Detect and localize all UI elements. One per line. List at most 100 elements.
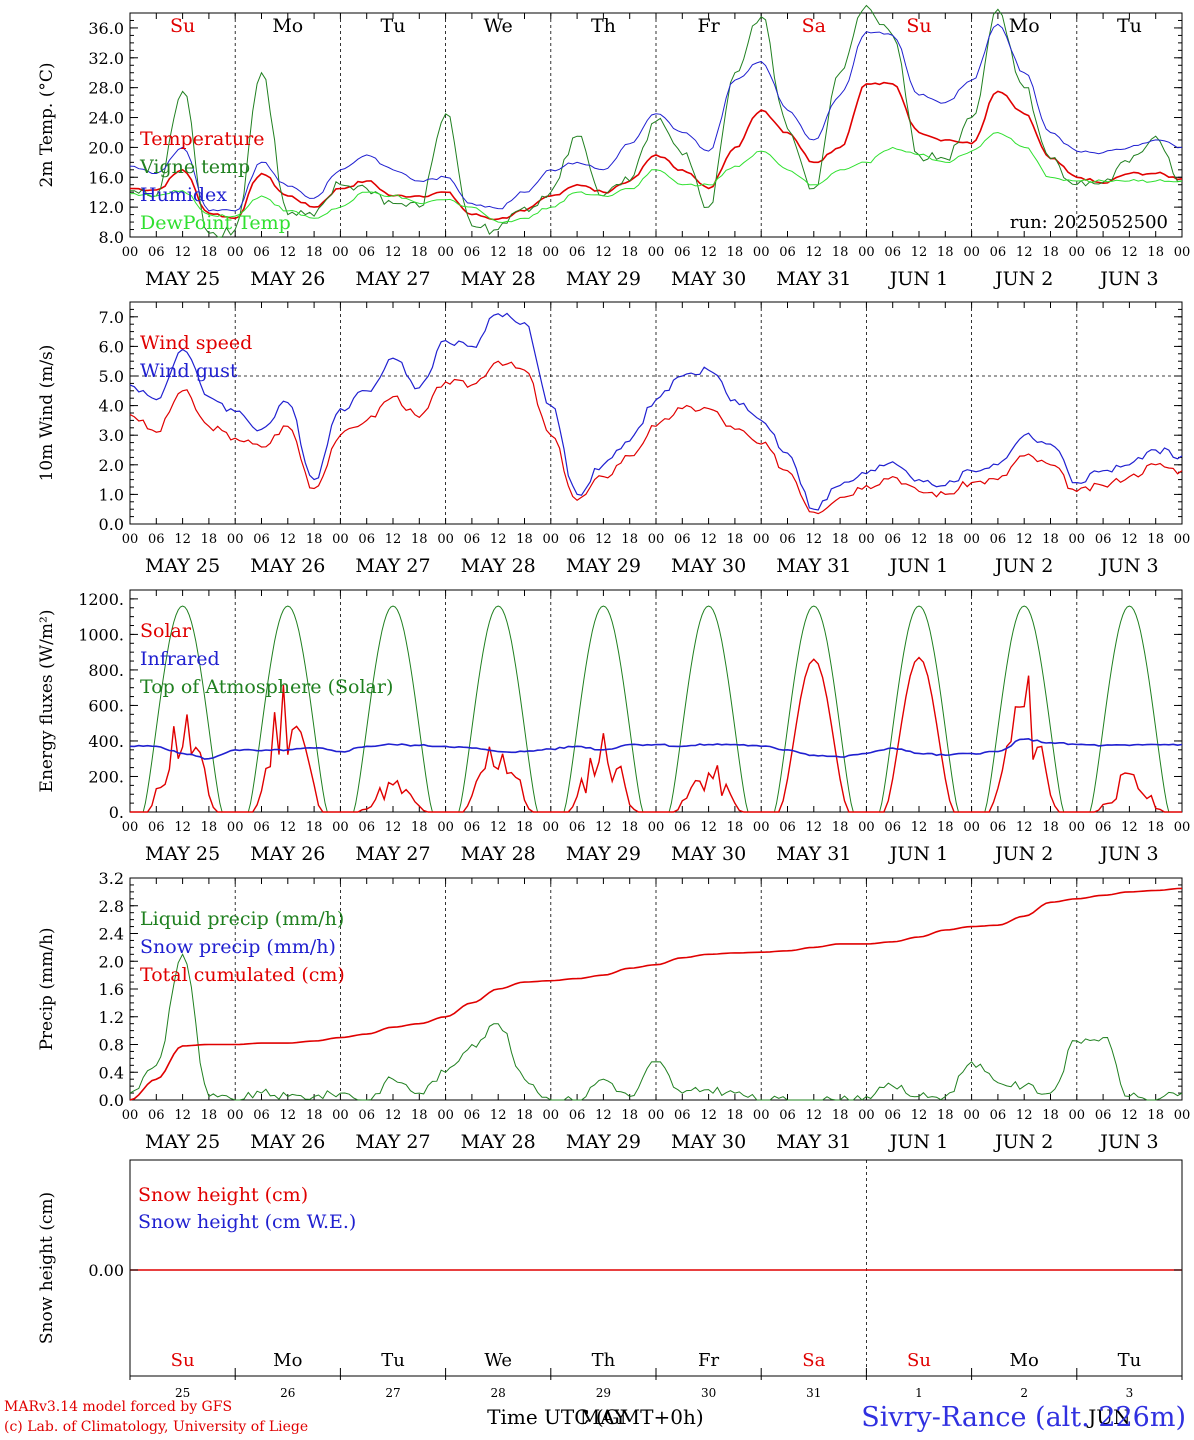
x-hour-label: 18 [621, 1108, 638, 1123]
x-date-label: MAY 30 [671, 268, 746, 290]
x-hour-label: 12 [1016, 532, 1033, 547]
panel-1: 8.0 12.0 16.0 20.0 24.0 28.0 32.0 36.0 2m Temp. … [37, 4, 1190, 290]
x-hour-label: 00 [332, 820, 349, 835]
x-date-label: MAY 30 [671, 555, 746, 577]
weekday-label: Sa [802, 1350, 825, 1371]
x-hour-label: 06 [358, 245, 375, 260]
x-hour-label: 18 [727, 1108, 744, 1123]
legend-entry: Humidex [140, 184, 227, 206]
x-hour-label: 12 [174, 820, 191, 835]
x-hour-label: 12 [280, 245, 297, 260]
x-hour-label: 00 [858, 820, 875, 835]
station-name: Sivry-Rance (alt. 226m) [861, 1402, 1186, 1433]
x-hour-label: 00 [332, 532, 349, 547]
x-date-label: MAY 28 [461, 555, 536, 577]
y-axis-label: Energy fluxes (W/m²) [37, 610, 57, 793]
x-date-label: MAY 31 [776, 1131, 851, 1153]
x-hour-label: 18 [516, 245, 533, 260]
x-hour-label: 06 [464, 245, 481, 260]
weekday-label: Mo [1009, 15, 1040, 37]
weekday-label: Mo [272, 15, 303, 37]
legend-entry: Vigne temp [139, 156, 250, 178]
x-hour-label: 12 [1121, 1108, 1138, 1123]
x-hour-label: 06 [884, 1108, 901, 1123]
x-hour-label: 18 [306, 245, 323, 260]
x-hour-label: 00 [227, 820, 244, 835]
x-hour-label: 18 [832, 245, 849, 260]
x-date-label: MAY 30 [671, 1131, 746, 1153]
weekday-label: Tu [381, 15, 406, 37]
legend-entry: Infrared [140, 648, 220, 670]
weekday-label: Mo [1010, 1350, 1039, 1371]
x-hour-label: 12 [490, 532, 507, 547]
x-hour-label: 18 [411, 820, 428, 835]
x-hour-label: 12 [595, 1108, 612, 1123]
x-date-label: JUN 3 [1098, 268, 1158, 290]
x-hour-label: 12 [595, 532, 612, 547]
x-day-number: 26 [280, 1386, 295, 1400]
x-hour-label: 06 [779, 245, 796, 260]
x-hour-label: 12 [700, 1108, 717, 1123]
x-hour-label: 18 [411, 532, 428, 547]
x-hour-label: 18 [1042, 532, 1059, 547]
x-date-label: MAY 28 [461, 268, 536, 290]
lab-credit: (c) Lab. of Climatology, University of L… [4, 1419, 309, 1435]
x-hour-label: 12 [911, 532, 928, 547]
x-hour-label: 06 [1095, 532, 1112, 547]
x-hour-label: 00 [122, 245, 139, 260]
x-hour-label: 00 [437, 532, 454, 547]
series-line-wind-gust [129, 312, 1183, 511]
panel-5: 0.00 Snow height (cm) Snow height (cm) Snow… [37, 1159, 1183, 1429]
x-date-label: MAY 26 [250, 843, 325, 865]
x-hour-label: 18 [621, 245, 638, 260]
x-hour-label: 18 [1042, 1108, 1059, 1123]
x-hour-label: 06 [148, 820, 165, 835]
x-date-label: MAY 26 [250, 1131, 325, 1153]
y-tick-label: 1000. [78, 625, 124, 644]
x-hour-label: 06 [253, 245, 270, 260]
x-hour-label: 00 [858, 1108, 875, 1123]
x-date-label: MAY 29 [566, 843, 641, 865]
x-hour-label: 06 [464, 1108, 481, 1123]
y-tick-label: 0.00 [88, 1261, 124, 1280]
x-hour-label: 12 [490, 1108, 507, 1123]
legend-entry: Snow precip (mm/h) [140, 936, 336, 958]
x-hour-label: 00 [648, 245, 665, 260]
x-hour-label: 18 [201, 1108, 218, 1123]
x-hour-label: 12 [1016, 245, 1033, 260]
x-day-number: 1 [915, 1386, 923, 1400]
x-hour-label: 12 [1121, 532, 1138, 547]
x-hour-label: 18 [516, 820, 533, 835]
x-date-label: JUN 2 [993, 268, 1053, 290]
x-hour-label: 18 [1042, 245, 1059, 260]
x-date-label: MAY 29 [566, 555, 641, 577]
x-hour-label: 06 [990, 1108, 1007, 1123]
x-hour-label: 00 [437, 820, 454, 835]
y-axis-label: Precip (mm/h) [37, 927, 57, 1050]
x-hour-label: 18 [937, 245, 954, 260]
x-hour-label: 00 [753, 820, 770, 835]
x-hour-label: 00 [227, 1108, 244, 1123]
y-tick-label: 1.6 [99, 980, 124, 999]
x-date-label: MAY 31 [776, 843, 851, 865]
x-hour-label: 06 [779, 1108, 796, 1123]
x-hour-label: 12 [385, 245, 402, 260]
x-hour-label: 18 [516, 532, 533, 547]
x-date-label: JUN 3 [1098, 1131, 1158, 1153]
x-hour-label: 00 [1174, 820, 1191, 835]
legend-entry: Total cumulated (cm) [140, 964, 345, 986]
legend-entry: Wind speed [140, 332, 252, 354]
x-day-number: 25 [175, 1386, 190, 1400]
x-hour-label: 00 [1069, 245, 1086, 260]
y-tick-label: 2.0 [99, 456, 124, 475]
x-date-label: MAY 30 [671, 843, 746, 865]
x-hour-label: 18 [516, 1108, 533, 1123]
weekday-label: Th [591, 15, 616, 37]
series-line-temperature [129, 81, 1183, 221]
x-hour-label: 00 [227, 245, 244, 260]
x-hour-label: 12 [806, 245, 823, 260]
weekday-label: Tu [381, 1350, 405, 1371]
x-hour-label: 18 [937, 532, 954, 547]
weekday-label: We [484, 1350, 512, 1371]
x-hour-label: 00 [753, 245, 770, 260]
